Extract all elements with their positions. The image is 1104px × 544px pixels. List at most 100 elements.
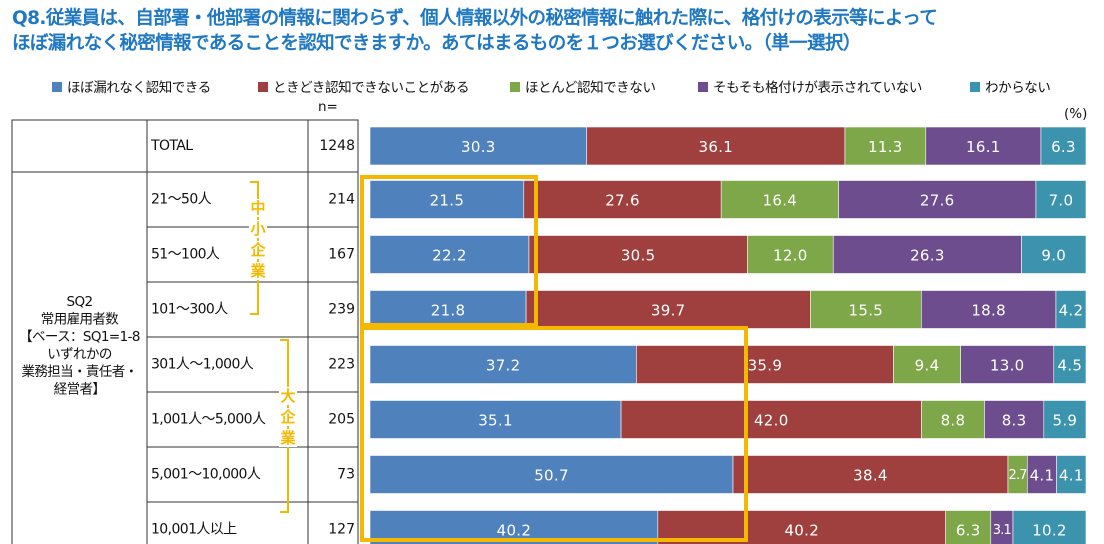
- category-label: TOTAL: [150, 138, 193, 154]
- bar-segment: [369, 400, 622, 439]
- small-enterprise-char: 小: [250, 220, 265, 238]
- bar-segment: [369, 345, 637, 384]
- bar-segment: [620, 400, 922, 439]
- bar-value-label: 6.3: [1051, 138, 1076, 156]
- category-label: 21～50人: [151, 192, 212, 208]
- bar-value-label: 35.1: [478, 412, 513, 430]
- small-enterprise-char-bg: [249, 220, 267, 238]
- large-enterprise-char: 企: [279, 408, 296, 426]
- bar-segment: [838, 180, 1037, 219]
- category-label: 1,001人～5,000人: [151, 412, 266, 428]
- bar-segment: [525, 290, 811, 329]
- legend-item-4: そもそも格付けが表示されていない: [698, 76, 922, 96]
- bar-value-label: 6.3: [956, 522, 981, 540]
- legend-label-5: わからない: [985, 80, 1051, 96]
- group-label-line: SQ2: [67, 294, 93, 310]
- bar-segment: [528, 235, 748, 274]
- bar-value-label: 30.3: [461, 138, 496, 156]
- bar-segment: [1026, 455, 1057, 494]
- bar-value-label: 30.5: [621, 247, 656, 265]
- n-value: 127: [328, 522, 355, 538]
- bar-segment: [921, 400, 985, 439]
- bar-segment: [369, 235, 530, 274]
- small-enterprise-char: 企: [249, 241, 266, 259]
- bar-value-label: 26.3: [910, 247, 945, 265]
- bar-segment: [810, 290, 922, 329]
- small-enterprise-char: 中: [250, 199, 265, 217]
- bar-value-label: 4.1: [1059, 467, 1084, 485]
- bar-value-label: 50.7: [534, 467, 569, 485]
- bar-value-label: 42.0: [754, 412, 789, 430]
- bar-value-label: 8.3: [1002, 412, 1027, 430]
- bar-value-label: 40.2: [497, 522, 532, 540]
- n-value: 205: [328, 412, 355, 428]
- group-label-line: 業務担当・責任者・: [21, 364, 137, 380]
- bar-segment: [636, 345, 894, 384]
- small-enterprise-char-bg: [249, 241, 267, 259]
- bar-value-label: 10.2: [1032, 522, 1067, 540]
- bar-segment: [893, 345, 961, 384]
- bar-segment: [1012, 510, 1087, 544]
- bar-segment: [1055, 290, 1087, 329]
- bar-value-label: 3.1: [993, 523, 1012, 538]
- small-enterprise-char: 業: [249, 262, 266, 280]
- n-value: 1248: [319, 138, 355, 154]
- bar-value-label: 11.3: [868, 138, 903, 156]
- bar-segment: [1053, 345, 1087, 384]
- bar-value-label: 5.9: [1053, 412, 1078, 430]
- n-value: 214: [328, 192, 355, 208]
- category-label: 101～300人: [151, 302, 228, 318]
- bar-value-label: 8.8: [941, 412, 966, 430]
- bar-value-label: 2.7: [1008, 468, 1027, 483]
- legend-item-1: ほぼ漏れなく認知できる: [52, 76, 211, 96]
- legend-swatch-1: [52, 81, 62, 92]
- percent-unit-label: (%): [1064, 106, 1088, 122]
- bar-segment: [586, 126, 846, 166]
- large-enterprise-char: 業: [279, 429, 296, 447]
- bar-value-label: 40.2: [784, 522, 819, 540]
- n-column-header: n=: [318, 99, 338, 115]
- legend-swatch-2: [258, 81, 268, 92]
- bar-value-label: 22.2: [432, 247, 467, 265]
- n-value: 223: [328, 357, 355, 373]
- small-enterprise-char-bg: [249, 262, 267, 280]
- group-label-line: 【ベース：SQ1=1-8: [19, 329, 140, 345]
- bar-segment: [1043, 400, 1087, 439]
- bar-value-label: 9.0: [1041, 247, 1066, 265]
- chart-title-line-2: ほぼ漏れなく秘密情報であることを認知できますか。あてはまるものを１つお選びくださ…: [12, 33, 861, 54]
- bar-value-label: 16.1: [966, 138, 1001, 156]
- bar-segment: [720, 180, 839, 219]
- bar-value-label: 13.0: [990, 357, 1025, 375]
- category-label: 5,001～10,000人: [151, 467, 261, 483]
- legend-swatch-4: [698, 81, 708, 92]
- legend-swatch-5: [970, 81, 980, 92]
- bar-value-label: 4.1: [1030, 467, 1055, 485]
- bar-value-label: 38.4: [853, 467, 888, 485]
- bar-segment: [369, 126, 588, 166]
- chart-title-line-1: Q8.従業員は、自部署・他部署の情報に関わらず、個人情報以外の秘密情報に触れた際…: [12, 8, 938, 29]
- bar-value-label: 4.5: [1058, 357, 1083, 375]
- large-enterprise-char: 大: [280, 387, 295, 405]
- legend: ほぼ漏れなく認知できる ときどき認知できないことがある ほとんど認知できない そ…: [40, 76, 1100, 96]
- bar-value-label: 21.8: [431, 302, 466, 320]
- bar-value-label: 15.5: [849, 302, 884, 320]
- large-enterprise-char-bg: [279, 429, 297, 447]
- bar-segment: [747, 235, 834, 274]
- group-label-line: いずれかの: [47, 347, 112, 363]
- bar-segment: [369, 455, 734, 494]
- legend-label-3: ほとんど認知できない: [525, 80, 656, 96]
- bar-segment: [1056, 455, 1087, 494]
- bar-value-label: 37.2: [486, 357, 521, 375]
- bar-value-label: 39.7: [651, 302, 686, 320]
- bar-segment: [832, 235, 1022, 274]
- bar-segment: [844, 126, 927, 166]
- category-label: 51～100人: [151, 247, 220, 263]
- legend-label-4: そもそも格付けが表示されていない: [713, 80, 922, 96]
- n-value: 167: [328, 247, 355, 263]
- legend-label-2: ときどき認知できないことがある: [273, 80, 470, 96]
- highlight-box-large-enterprise: [360, 326, 748, 542]
- bar-value-label: 4.2: [1059, 302, 1084, 320]
- bar-segment: [1035, 180, 1087, 219]
- bar-value-label: 9.4: [915, 357, 940, 375]
